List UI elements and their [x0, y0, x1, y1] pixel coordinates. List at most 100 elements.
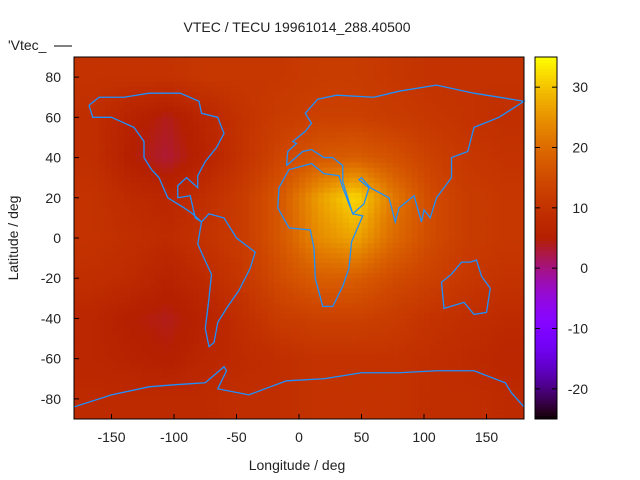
heatmap-cell — [342, 67, 350, 73]
heatmap-cell — [467, 273, 475, 279]
heatmap-cell — [86, 268, 94, 274]
heatmap-cell — [92, 348, 100, 355]
heatmap-cell — [424, 308, 431, 314]
heatmap-cell — [286, 383, 294, 390]
heatmap-cell — [405, 67, 412, 73]
heatmap-cell — [330, 127, 337, 133]
heatmap-cell — [505, 87, 512, 93]
heatmap-cell — [267, 343, 275, 350]
heatmap-cell — [186, 222, 194, 229]
heatmap-cell — [492, 353, 500, 360]
heatmap-cell — [211, 222, 219, 229]
heatmap-cell — [267, 132, 275, 138]
heatmap-cell — [117, 157, 125, 164]
heatmap-cell — [149, 298, 156, 304]
heatmap-cell — [124, 172, 131, 179]
heatmap-cell — [336, 388, 344, 395]
heatmap-cell — [99, 172, 106, 179]
heatmap-cell — [355, 152, 362, 159]
heatmap-cell — [286, 162, 294, 169]
heatmap-cell — [261, 202, 269, 209]
heatmap-cell — [130, 413, 137, 420]
heatmap-cell — [499, 207, 506, 214]
heatmap-cell — [430, 107, 437, 113]
heatmap-cell — [205, 333, 212, 340]
heatmap-cell — [280, 273, 287, 279]
heatmap-cell — [205, 273, 212, 279]
heatmap-cell — [342, 298, 350, 304]
heatmap-cell — [161, 87, 169, 93]
heatmap-cell — [505, 152, 512, 159]
heatmap-cell — [336, 263, 344, 269]
heatmap-cell — [205, 62, 212, 68]
heatmap-cell — [455, 127, 462, 133]
heatmap-cell — [311, 82, 319, 88]
heatmap-cell — [374, 253, 381, 259]
heatmap-cell — [255, 293, 262, 299]
heatmap-cell — [149, 338, 156, 345]
heatmap-cell — [461, 318, 469, 324]
heatmap-cell — [311, 92, 319, 98]
heatmap-cell — [86, 288, 94, 294]
heatmap-cell — [124, 323, 131, 329]
heatmap-cell — [267, 182, 275, 189]
heatmap-cell — [430, 57, 437, 63]
heatmap-cell — [461, 72, 469, 78]
heatmap-cell — [455, 318, 462, 324]
heatmap-cell — [442, 268, 450, 274]
heatmap-cell — [86, 363, 94, 370]
heatmap-cell — [111, 333, 119, 340]
heatmap-cell — [324, 62, 331, 68]
heatmap-cell — [386, 328, 394, 335]
heatmap-cell — [136, 117, 144, 123]
heatmap-cell — [467, 248, 475, 254]
heatmap-cell — [324, 338, 331, 345]
heatmap-cell — [324, 197, 331, 204]
heatmap-cell — [130, 182, 137, 189]
heatmap-cell — [217, 263, 225, 269]
heatmap-cell — [324, 328, 331, 335]
heatmap-cell — [336, 222, 344, 229]
heatmap-cell — [155, 212, 162, 219]
heatmap-cell — [499, 152, 506, 159]
heatmap-cell — [342, 87, 350, 93]
heatmap-cell — [161, 248, 169, 254]
heatmap-cell — [367, 107, 375, 113]
heatmap-cell — [480, 187, 487, 194]
heatmap-cell — [367, 313, 375, 319]
heatmap-cell — [336, 253, 344, 259]
heatmap-cell — [174, 273, 181, 279]
heatmap-cell — [274, 288, 281, 294]
heatmap-cell — [461, 298, 469, 304]
heatmap-cell — [142, 313, 150, 319]
heatmap-cell — [430, 62, 437, 68]
heatmap-cell — [411, 112, 419, 118]
heatmap-cell — [236, 248, 244, 254]
heatmap-cell — [424, 293, 431, 299]
heatmap-cell — [117, 268, 125, 274]
heatmap-cell — [455, 112, 462, 118]
heatmap-cell — [399, 278, 406, 284]
heatmap-cell — [417, 343, 425, 350]
heatmap-cell — [455, 162, 462, 169]
heatmap-cell — [449, 343, 456, 350]
heatmap-cell — [374, 197, 381, 204]
heatmap-cell — [424, 142, 431, 148]
heatmap-cell — [280, 202, 287, 209]
heatmap-cell — [92, 403, 100, 410]
heatmap-cell — [292, 263, 300, 269]
heatmap-cell — [324, 227, 331, 234]
heatmap-cell — [217, 57, 225, 63]
heatmap-cell — [442, 413, 450, 420]
heatmap-cell — [261, 62, 269, 68]
heatmap-cell — [117, 172, 125, 179]
heatmap-cell — [430, 383, 437, 390]
heatmap-cell — [449, 222, 456, 229]
heatmap-cell — [411, 348, 419, 355]
heatmap-cell — [261, 403, 269, 410]
heatmap-cell — [436, 253, 444, 259]
heatmap-cell — [105, 132, 112, 138]
heatmap-cell — [374, 258, 381, 264]
heatmap-cell — [267, 283, 275, 289]
heatmap-cell — [205, 368, 212, 375]
